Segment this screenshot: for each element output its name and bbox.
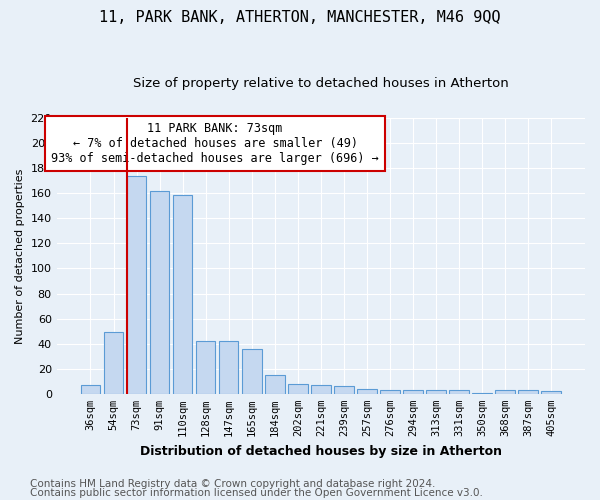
Bar: [380, 390, 400, 394]
Bar: [472, 392, 492, 394]
Bar: [541, 392, 561, 394]
Text: 11 PARK BANK: 73sqm
← 7% of detached houses are smaller (49)
93% of semi-detache: 11 PARK BANK: 73sqm ← 7% of detached hou…: [51, 122, 379, 165]
Bar: [150, 191, 169, 394]
Bar: [265, 375, 284, 394]
Bar: [104, 332, 123, 394]
Text: 11, PARK BANK, ATHERTON, MANCHESTER, M46 9QQ: 11, PARK BANK, ATHERTON, MANCHESTER, M46…: [99, 10, 501, 25]
Bar: [518, 390, 538, 394]
Bar: [334, 386, 353, 394]
Bar: [357, 389, 377, 394]
X-axis label: Distribution of detached houses by size in Atherton: Distribution of detached houses by size …: [140, 444, 502, 458]
Bar: [242, 348, 262, 394]
Bar: [311, 385, 331, 394]
Bar: [80, 385, 100, 394]
Bar: [449, 390, 469, 394]
Bar: [426, 390, 446, 394]
Y-axis label: Number of detached properties: Number of detached properties: [15, 168, 25, 344]
Bar: [219, 341, 238, 394]
Title: Size of property relative to detached houses in Atherton: Size of property relative to detached ho…: [133, 78, 509, 90]
Bar: [196, 341, 215, 394]
Bar: [496, 390, 515, 394]
Bar: [288, 384, 308, 394]
Text: Contains public sector information licensed under the Open Government Licence v3: Contains public sector information licen…: [30, 488, 483, 498]
Bar: [173, 194, 193, 394]
Bar: [403, 390, 423, 394]
Text: Contains HM Land Registry data © Crown copyright and database right 2024.: Contains HM Land Registry data © Crown c…: [30, 479, 436, 489]
Bar: [127, 176, 146, 394]
